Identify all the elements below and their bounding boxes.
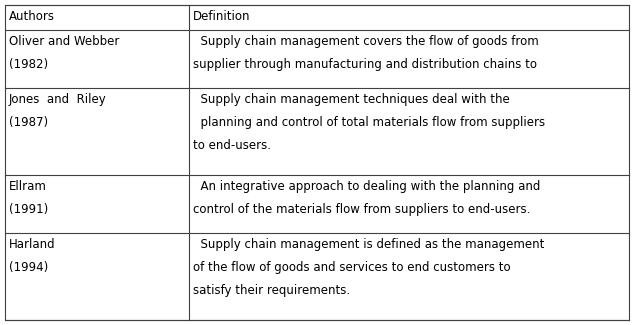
Text: Oliver and Webber: Oliver and Webber [9,34,119,47]
Text: (1994): (1994) [9,261,48,274]
Text: of the flow of goods and services to end customers to: of the flow of goods and services to end… [193,261,511,274]
Text: Supply chain management techniques deal with the: Supply chain management techniques deal … [193,93,510,106]
Text: planning and control of total materials flow from suppliers: planning and control of total materials … [193,116,545,129]
Text: Supply chain management covers the flow of goods from: Supply chain management covers the flow … [193,34,539,47]
Text: Ellram: Ellram [9,180,47,193]
Text: supplier through manufacturing and distribution chains to: supplier through manufacturing and distr… [193,58,537,71]
Text: to end-users.: to end-users. [193,138,271,151]
Text: An integrative approach to dealing with the planning and: An integrative approach to dealing with … [193,180,540,193]
Text: Definition: Definition [193,10,250,23]
Text: satisfy their requirements.: satisfy their requirements. [193,284,350,297]
Text: (1987): (1987) [9,116,48,129]
Text: Supply chain management is defined as the management: Supply chain management is defined as th… [193,238,545,251]
Text: (1982): (1982) [9,58,48,71]
Text: Jones  and  Riley: Jones and Riley [9,93,107,106]
Text: (1991): (1991) [9,203,48,216]
Text: Harland: Harland [9,238,56,251]
Text: Authors: Authors [9,10,55,23]
Text: control of the materials flow from suppliers to end-users.: control of the materials flow from suppl… [193,203,531,216]
